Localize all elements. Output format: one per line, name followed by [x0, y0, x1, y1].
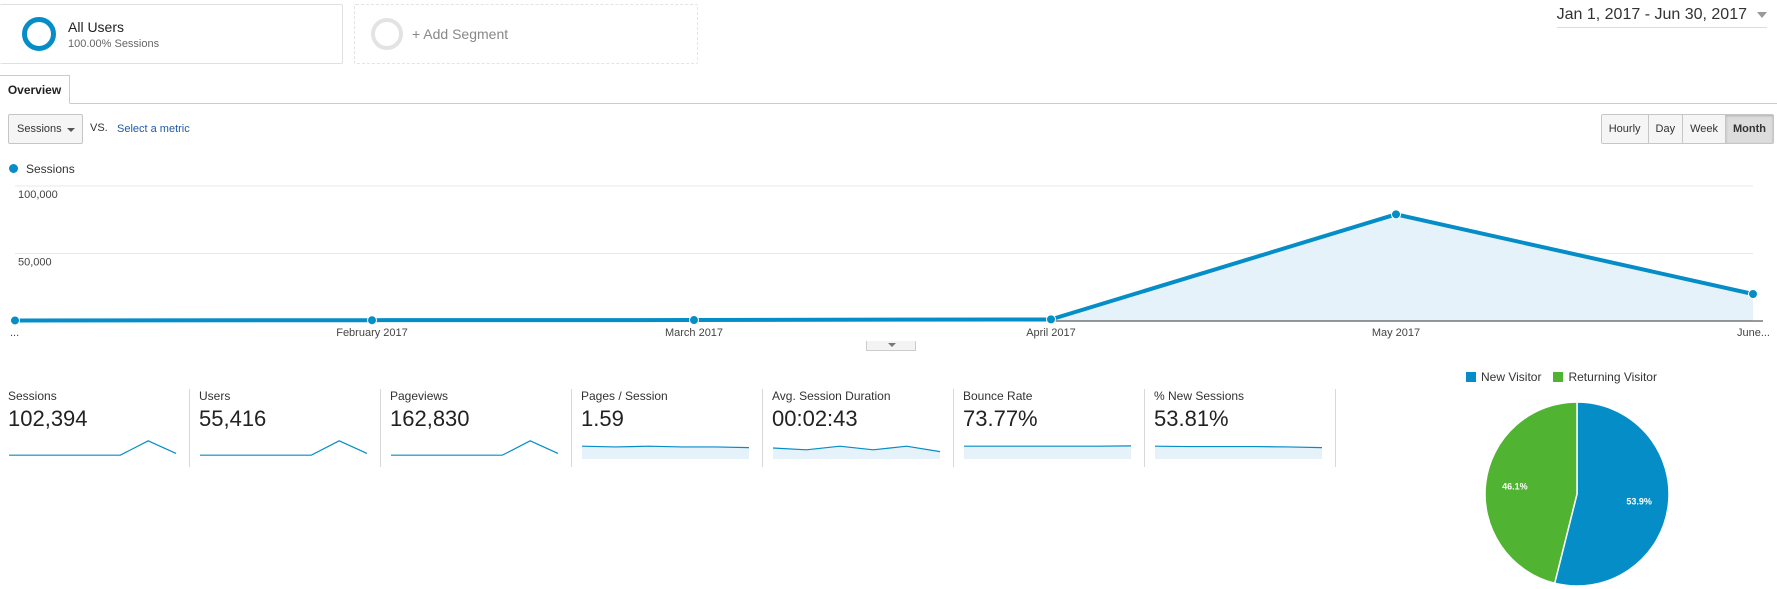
pie-legend-item-returning[interactable]: Returning Visitor: [1553, 370, 1657, 384]
sparkline-area: [1155, 446, 1322, 459]
metric-value: 55,416: [199, 406, 267, 431]
metric-sparkline: [200, 440, 368, 456]
chevron-down-icon: [1757, 12, 1767, 18]
sparkline-line: [200, 440, 368, 456]
segment-subtitle: 100.00% Sessions: [68, 37, 160, 50]
y-tick-label: 50,000: [18, 257, 52, 269]
granularity-week-button[interactable]: Week: [1682, 115, 1726, 143]
empty-segment-ring-icon: [371, 18, 403, 50]
pie-legend-label: New Visitor: [1481, 370, 1542, 384]
add-segment-button[interactable]: + Add Segment: [354, 4, 698, 64]
chart-legend-label: Sessions: [26, 162, 75, 176]
pie-legend-item-new[interactable]: New Visitor: [1466, 370, 1541, 384]
metric-card-divider: [762, 389, 763, 467]
x-tick-label: April 2017: [1026, 327, 1076, 339]
pie-slice[interactable]: [1553, 401, 1670, 587]
chevron-down-icon: [67, 128, 75, 132]
metric-card[interactable]: Bounce Rate 73.77%: [955, 389, 1146, 467]
x-tick-label: June...: [1737, 327, 1770, 339]
date-range-picker[interactable]: Jan 1, 2017 - Jun 30, 2017: [1556, 6, 1767, 28]
sparkline-line: [391, 440, 559, 456]
metric-sparkline: [581, 445, 750, 459]
x-tick-label: February 2017: [336, 327, 408, 339]
legend-swatch-icon: [1466, 372, 1476, 382]
metric-label: Pageviews: [390, 389, 449, 403]
pie-slice[interactable]: [1484, 401, 1578, 585]
sparkline-area: [964, 445, 1131, 459]
pie-slice-label: 53.9%: [1626, 497, 1652, 507]
data-point[interactable]: [1748, 289, 1758, 299]
metric-sparkline: [964, 445, 1132, 459]
data-point[interactable]: [1046, 314, 1056, 325]
sparkline-line: [9, 440, 177, 456]
pie-legend-label: Returning Visitor: [1568, 370, 1657, 384]
metric-value: 102,394: [8, 406, 88, 431]
metric-label: Users: [199, 389, 231, 403]
tab-strip: Overview: [0, 75, 1777, 104]
metric-card-divider: [571, 389, 572, 467]
metric-card-divider: [1335, 389, 1336, 467]
sparkline-area: [582, 446, 749, 459]
metric-label: Pages / Session: [581, 389, 668, 403]
metric-label: Avg. Session Duration: [772, 389, 891, 403]
granularity-month-button[interactable]: Month: [1725, 115, 1773, 143]
metric-card-divider: [1144, 389, 1145, 467]
metric-card-divider: [189, 389, 190, 467]
visitor-type-pie-chart: 53.9% 46.1%: [1484, 401, 1670, 587]
legend-swatch-icon: [1553, 372, 1564, 382]
sparkline-line: [1154, 445, 1323, 449]
metric-card[interactable]: % New Sessions 53.81%: [1146, 389, 1337, 467]
metric-card[interactable]: Users 55,416: [191, 389, 382, 467]
sessions-legend-dot-icon: [9, 164, 18, 173]
metric-card[interactable]: Sessions 102,394: [0, 389, 191, 467]
metric-value: 73.77%: [963, 406, 1038, 431]
metric-sparkline: [1154, 445, 1323, 459]
primary-metric-label: Sessions: [17, 123, 62, 135]
pie-slice-label: 46.1%: [1502, 481, 1528, 491]
select-metric-link[interactable]: Select a metric: [117, 123, 190, 135]
metric-sparkline: [391, 440, 559, 456]
chevron-down-icon: [888, 343, 896, 347]
metric-card[interactable]: Avg. Session Duration 00:02:43: [764, 389, 955, 467]
metric-value: 53.81%: [1154, 406, 1229, 431]
x-tick-label: March 2017: [665, 327, 723, 339]
x-tick-label: May 2017: [1372, 327, 1420, 339]
sessions-series-line: [14, 212, 1754, 323]
metric-card[interactable]: Pages / Session 1.59: [573, 389, 764, 467]
sessions-line-chart: 100,000 50,000... February 2017 March 2017 A…: [10, 185, 1770, 339]
metric-value: 162,830: [390, 406, 470, 431]
metric-card[interactable]: Pageviews 162,830: [382, 389, 573, 467]
metric-label: Sessions: [8, 389, 57, 403]
metric-label: % New Sessions: [1154, 389, 1245, 403]
add-segment-label: + Add Segment: [412, 26, 509, 42]
date-range-label: Jan 1, 2017 - Jun 30, 2017: [1556, 6, 1747, 23]
sessions-area: [15, 214, 1753, 321]
metric-value: 1.59: [581, 406, 624, 431]
granularity-hourly-button[interactable]: Hourly: [1601, 115, 1648, 143]
x-tick-label: ...: [10, 327, 19, 339]
chart-collapse-handle[interactable]: [866, 341, 916, 351]
tab-overview[interactable]: Overview: [0, 75, 70, 104]
granularity-day-button[interactable]: Day: [1647, 115, 1683, 143]
primary-metric-dropdown[interactable]: Sessions: [8, 114, 83, 144]
metric-card-divider: [380, 389, 381, 467]
sparkline-line: [772, 445, 941, 453]
vs-label: VS.: [90, 122, 108, 134]
data-point[interactable]: [1391, 209, 1401, 220]
data-point[interactable]: [10, 315, 20, 326]
pie-legend: New Visitor Returning Visitor: [1466, 370, 1669, 384]
data-point[interactable]: [689, 315, 699, 326]
metric-value: 00:02:43: [772, 406, 858, 431]
granularity-toggle: Hourly Day Week Month: [1600, 114, 1774, 144]
metric-label: Bounce Rate: [963, 389, 1033, 403]
segment-all-users[interactable]: All Users 100.00% Sessions: [0, 4, 343, 64]
metric-card-divider: [953, 389, 954, 467]
segment-ring-icon: [22, 17, 56, 51]
sparkline-line: [581, 445, 750, 449]
segment-title: All Users: [68, 18, 125, 35]
metric-sparkline: [772, 445, 941, 459]
data-point[interactable]: [367, 315, 377, 326]
y-tick-label: 100,000: [18, 189, 58, 201]
metric-sparkline: [9, 440, 177, 456]
